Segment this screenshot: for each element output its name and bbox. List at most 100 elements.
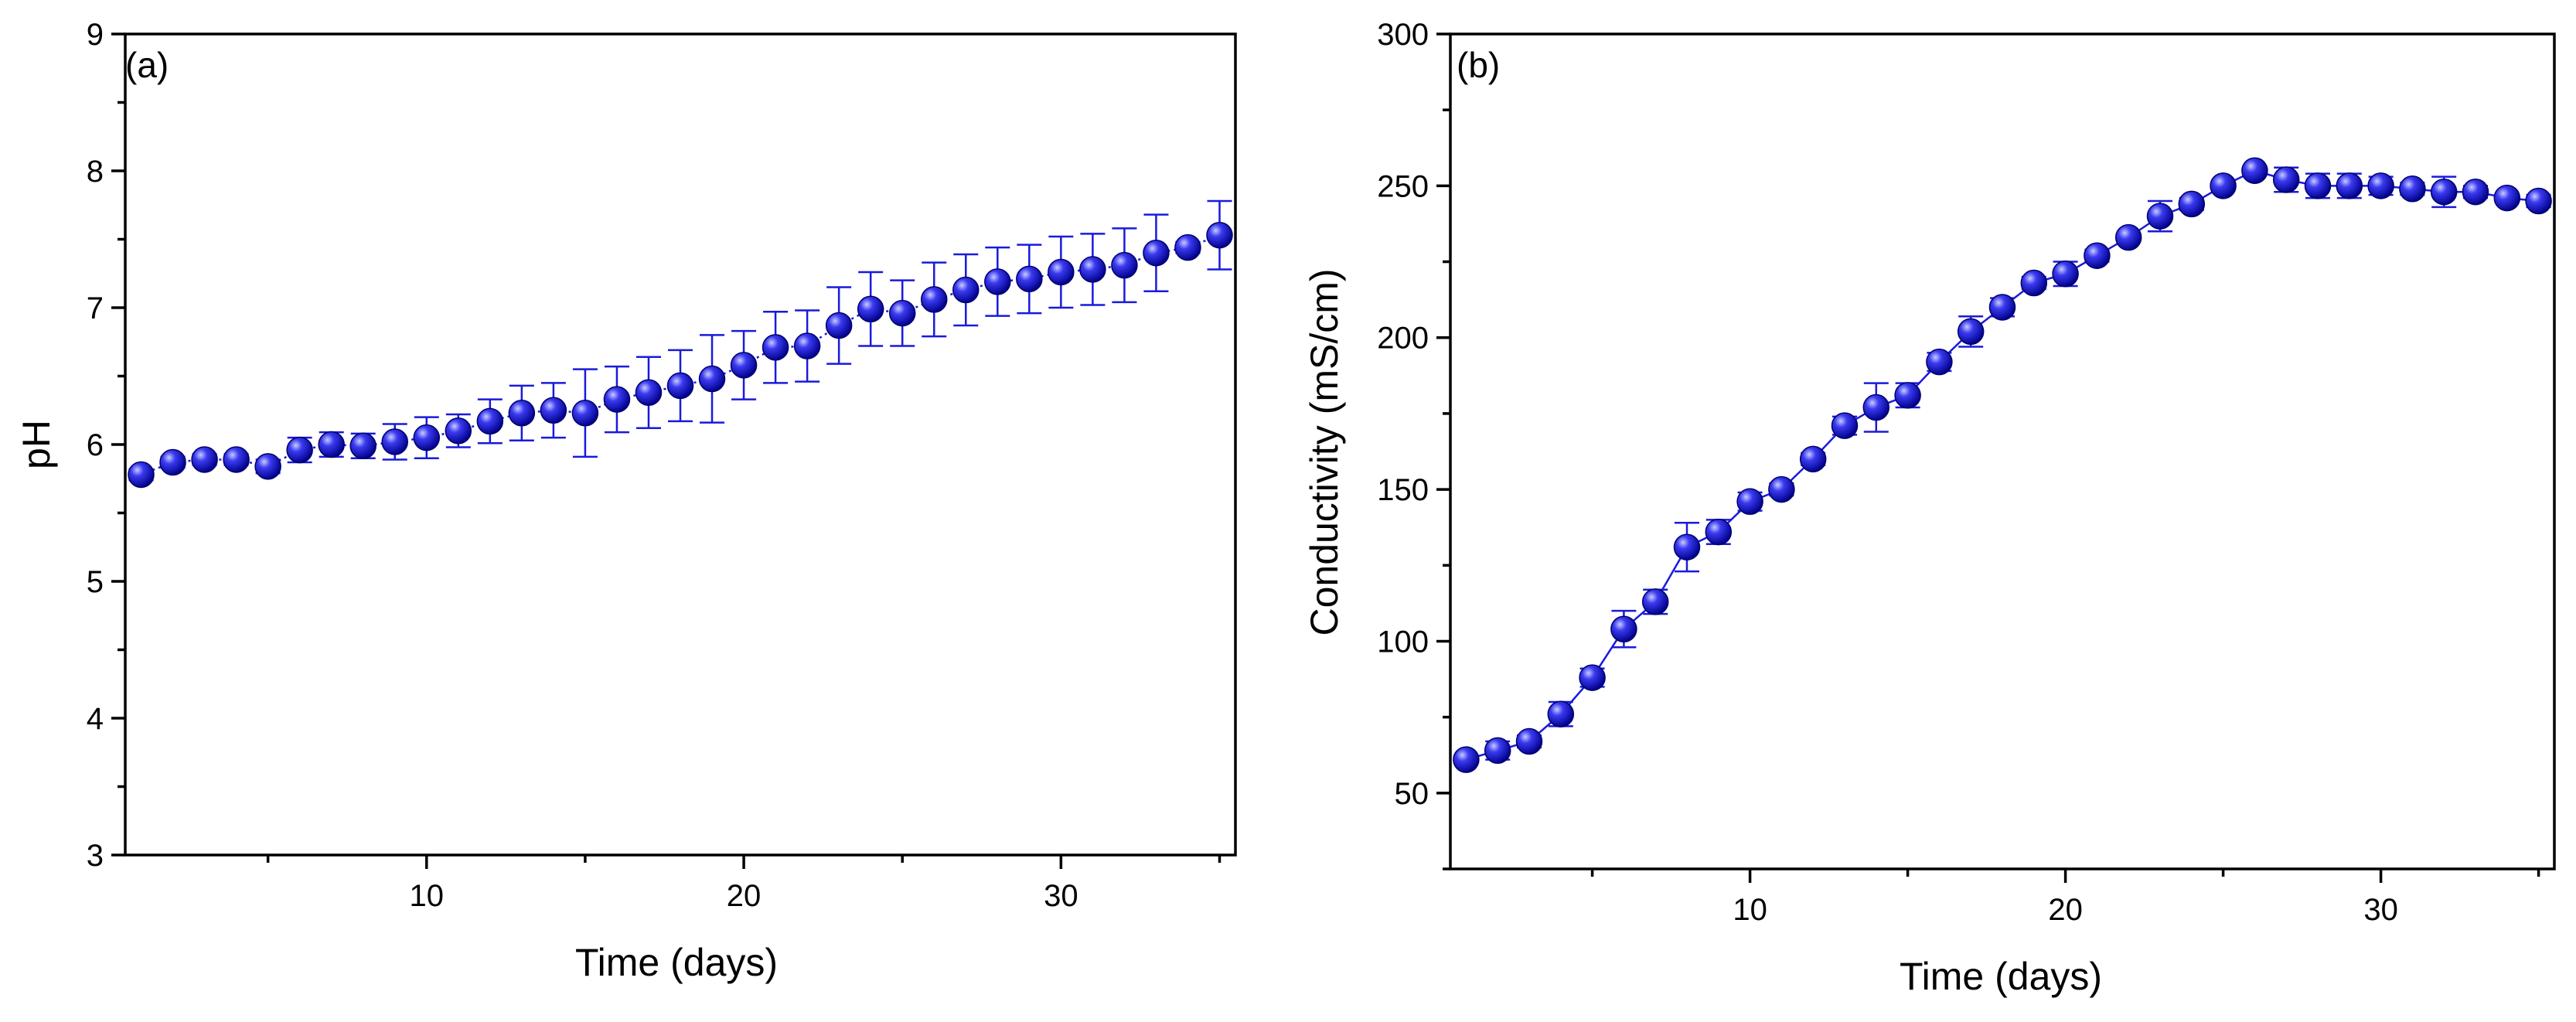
chart-panel-a: 10 20 30 3 4 5 6 7 8 9 (a) Time (days) pH (15, 18, 1237, 984)
data-point (920, 286, 948, 313)
x-tick-label: 20 (2048, 893, 2083, 927)
data-point (2272, 166, 2300, 193)
data-point (1547, 700, 1575, 727)
data-point (2020, 269, 2048, 297)
series-line (1466, 169, 2539, 761)
data-point (730, 352, 758, 379)
data-point (1799, 445, 1827, 473)
data-point (2336, 172, 2363, 199)
data-point (698, 365, 726, 393)
x-tick-label: 30 (2363, 893, 2398, 927)
y-tick-label: 9 (87, 18, 104, 52)
data-points-a (128, 221, 1233, 489)
data-point (254, 453, 281, 480)
x-axis-title-b: Time (days) (1900, 955, 2102, 998)
y-tick-label: 8 (87, 155, 104, 189)
data-point (1610, 615, 1637, 642)
data-point (318, 431, 345, 458)
data-point (540, 397, 567, 424)
data-point (1894, 382, 1921, 409)
data-point (2304, 172, 2332, 199)
data-point (349, 432, 377, 460)
data-point (1453, 746, 1480, 773)
data-point (603, 386, 631, 413)
y-tick-label: 150 (1377, 473, 1429, 507)
y-tick-label: 100 (1377, 625, 1429, 659)
y-axis-title-a: pH (15, 420, 58, 469)
data-point (128, 461, 155, 489)
data-point (2178, 190, 2206, 218)
data-point (888, 299, 916, 327)
panel-label-a: (a) (125, 45, 169, 85)
data-point (2241, 157, 2268, 184)
y-tick-label: 50 (1395, 777, 1429, 811)
data-point (2052, 261, 2079, 288)
data-point (1484, 737, 1511, 765)
data-point (476, 407, 504, 435)
tick-labels-a: 10 20 30 3 4 5 6 7 8 9 (87, 18, 1078, 913)
data-point (2210, 172, 2237, 199)
tick-labels-b: 10 20 30 50 100 150 200 250 300 (1377, 18, 2398, 927)
data-point (1515, 727, 1543, 755)
error-bars-b (1453, 166, 2551, 764)
data-point (1079, 256, 1106, 283)
data-point (2084, 242, 2111, 269)
y-tick-label: 300 (1377, 18, 1429, 52)
data-point (381, 428, 408, 455)
y-axis-title-b: Conductivity (mS/cm) (1303, 268, 1346, 635)
data-point (2462, 178, 2489, 206)
data-point (159, 448, 186, 476)
x-tick-label: 20 (727, 879, 762, 913)
data-point (571, 400, 599, 427)
x-tick-label: 10 (1733, 893, 1767, 927)
data-point (223, 446, 250, 473)
data-point (1862, 393, 1890, 421)
data-point (825, 312, 853, 339)
x-tick-label: 30 (1044, 879, 1078, 913)
data-point (1579, 664, 1606, 691)
data-point (1016, 265, 1043, 293)
y-tick-label: 6 (87, 428, 104, 462)
data-points-b (1453, 157, 2552, 773)
data-point (413, 424, 441, 451)
data-point (1768, 475, 1795, 503)
data-point (1048, 258, 1075, 286)
data-point (2367, 172, 2394, 199)
data-point (635, 379, 663, 406)
data-point (984, 268, 1011, 295)
data-point (445, 417, 472, 445)
data-point (508, 400, 536, 427)
data-point (191, 446, 218, 473)
data-point (857, 295, 884, 323)
data-point (1143, 239, 1170, 267)
data-point (1673, 533, 1701, 560)
plot-frame-b (1449, 32, 2556, 870)
data-point (2493, 184, 2521, 212)
data-point (952, 276, 980, 304)
data-point (1926, 348, 1953, 376)
y-tick-label: 7 (87, 291, 104, 325)
data-point (1957, 318, 1985, 346)
data-point (2114, 223, 2142, 251)
data-point (1206, 221, 1233, 249)
data-point (1988, 294, 2016, 321)
panel-label-b: (b) (1457, 45, 1500, 85)
axis-ticks-b (1436, 32, 2540, 883)
data-point (1111, 251, 1138, 279)
data-point (1831, 412, 1859, 439)
axis-ticks-a (111, 32, 1222, 869)
data-point (1705, 518, 1733, 546)
data-point (286, 436, 313, 464)
x-tick-label: 10 (410, 879, 445, 913)
y-tick-label: 5 (87, 565, 104, 599)
data-point (1174, 233, 1201, 261)
x-axis-title-a: Time (days) (575, 941, 778, 984)
data-point (2399, 175, 2426, 203)
y-tick-label: 200 (1377, 322, 1429, 356)
error-bars-a (128, 199, 1232, 482)
y-tick-label: 3 (87, 839, 104, 873)
data-point (793, 332, 821, 359)
y-tick-label: 250 (1377, 169, 1429, 203)
data-point (2146, 203, 2174, 230)
